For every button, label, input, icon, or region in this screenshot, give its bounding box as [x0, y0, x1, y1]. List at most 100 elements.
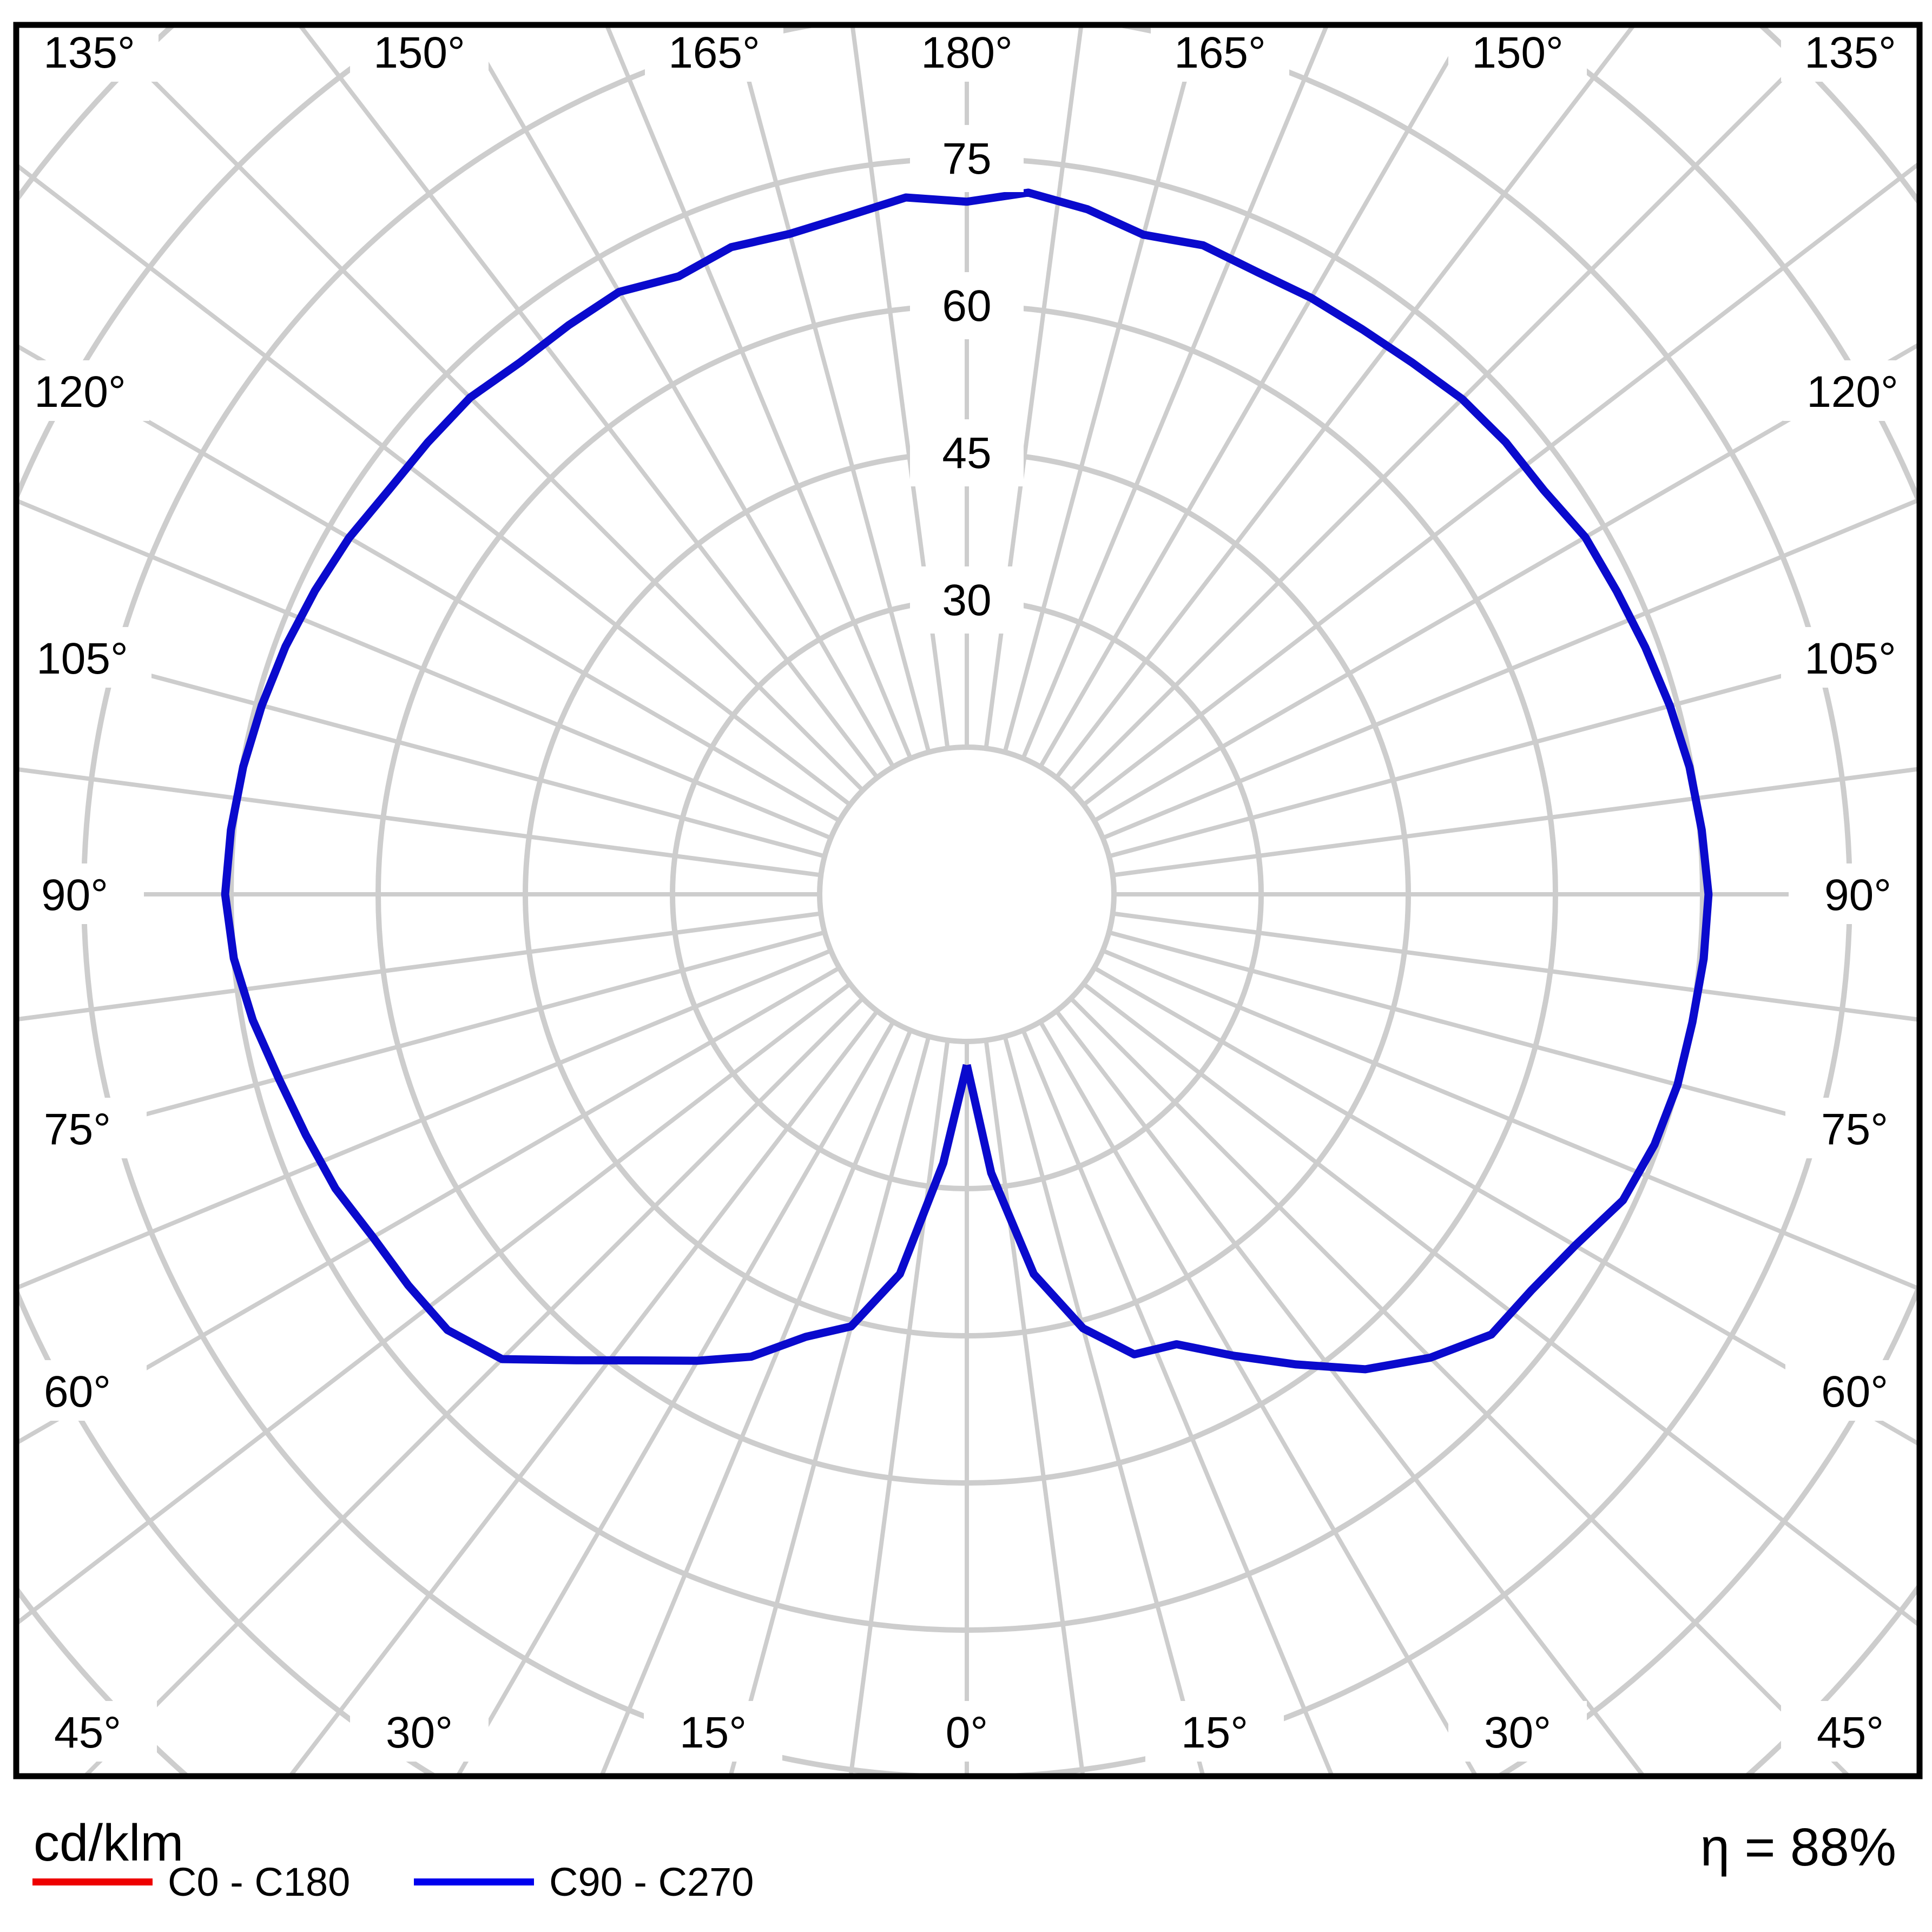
c90-c270-line-swatch: [414, 1878, 534, 1885]
radial-tick-60: 60: [942, 281, 991, 331]
angle-label-bg-75: [1785, 1098, 1924, 1158]
plot-border: [13, 22, 1923, 1779]
angle-gridline-22.5: [1021, 1029, 1335, 1776]
curve-C90-C270: [221, 188, 1713, 1374]
angle-label-bg-105: [1781, 627, 1920, 688]
angle-label-90: 90°: [1824, 871, 1891, 920]
angle-gridline-337.5: [599, 1029, 913, 1776]
angle-label-bg-120: [11, 360, 149, 421]
angle-label-bg-15: [1145, 1701, 1284, 1762]
angle-label-90: 90°: [41, 871, 108, 920]
legend-label-c0-c180: C0 - C180: [168, 1859, 351, 1904]
angle-label-bg-90: [5, 863, 144, 924]
angle-gridline-300: [16, 966, 841, 1446]
angle-gridline-285: [16, 930, 826, 1151]
angle-label-60: 60°: [44, 1367, 111, 1416]
angle-gridline-210: [462, 25, 895, 768]
angle-gridline-150: [1038, 25, 1472, 768]
angle-gridline-30: [1038, 1020, 1479, 1776]
angle-gridline-112.5: [1102, 497, 1920, 840]
angle-label-bg-120: [1783, 360, 1922, 421]
radial-tick-75: 75: [942, 134, 991, 183]
angle-gridline-75: [1108, 930, 1920, 1152]
angle-gridline-232.5: [16, 162, 852, 807]
angle-gridline-165: [1003, 25, 1202, 753]
angle-label-180: 180°: [921, 28, 1013, 77]
angle-gridline-247.5: [16, 498, 832, 840]
angle-label-135: 135°: [43, 28, 135, 77]
angle-label-bg-15: [644, 1701, 782, 1762]
radial-tick-bg-60: [910, 272, 1024, 340]
angle-label-bg-45: [1781, 1701, 1920, 1762]
angle-label-30: 30°: [386, 1708, 453, 1757]
curves: [221, 188, 1713, 1374]
angle-label-120: 120°: [1806, 367, 1898, 417]
angle-labels: 135° 150° 165° 180° 165° 150° 135° 120° 105° 90° 7…: [5, 21, 1927, 1762]
angle-label-45: 45°: [1817, 1708, 1884, 1757]
angle-gridline-262.5: [16, 767, 821, 878]
angle-gridline-60: [1093, 966, 1920, 1447]
angle-label-15: 15°: [680, 1708, 747, 1757]
angle-gridline-67.5: [1102, 948, 1920, 1291]
angle-gridline-52.5: [1082, 982, 1920, 1628]
angle-gridline-322.5: [287, 1010, 879, 1776]
angle-label-bg-90: [1789, 863, 1927, 924]
angle-gridline-142.5: [1054, 25, 1637, 779]
angle-label-105: 105°: [36, 634, 128, 683]
angle-label-30: 30°: [1484, 1708, 1551, 1757]
angle-gridline-127.5: [1082, 160, 1920, 807]
angle-label-165: 165°: [1174, 28, 1266, 77]
legend-item-c0-c180: C0 - C180: [32, 1849, 350, 1914]
angle-label-150: 150°: [1472, 28, 1564, 77]
angle-label-bg-60: [1785, 1360, 1924, 1421]
angle-label-75: 75°: [1821, 1105, 1888, 1154]
angle-gridline-120: [1093, 341, 1920, 823]
angle-gridline-330: [455, 1020, 895, 1776]
angle-gridline-15: [1003, 1036, 1205, 1776]
angle-label-bg-45: [18, 1701, 157, 1762]
angle-gridline-157.5: [1021, 25, 1329, 760]
angle-label-0: 0°: [946, 1708, 988, 1757]
angle-label-bg-150: [1448, 21, 1587, 82]
radial-gridline-15: [817, 744, 1117, 1044]
legend-label-c90-c270: C90 - C270: [549, 1859, 754, 1904]
angle-label-15: 15°: [1181, 1708, 1248, 1757]
angle-label-45: 45°: [54, 1708, 121, 1757]
radial-tick-45: 45: [942, 428, 991, 478]
angle-label-bg-165: [1151, 21, 1289, 82]
angle-label-bg-105: [13, 627, 151, 688]
angle-gridline-292.5: [16, 948, 832, 1291]
angle-gridline-97.5: [1112, 767, 1920, 878]
angle-label-150: 150°: [373, 28, 465, 77]
angle-label-bg-0: [898, 1701, 1036, 1762]
angle-gridline-37.5: [1054, 1010, 1646, 1776]
angle-label-135: 135°: [1804, 28, 1896, 77]
angle-label-bg-75: [8, 1098, 147, 1158]
angle-label-120: 120°: [34, 367, 126, 417]
angle-gridline-277.5: [16, 911, 821, 1022]
angle-label-bg-60: [8, 1360, 147, 1421]
angle-gridline-187.5: [850, 25, 950, 749]
c0-c180-line-swatch: [32, 1878, 153, 1885]
angle-label-bg-180: [898, 21, 1036, 82]
angle-label-bg-135: [1781, 21, 1920, 82]
angle-label-60: 60°: [1821, 1367, 1888, 1416]
angle-gridline-82.5: [1112, 911, 1920, 1022]
angle-label-75: 75°: [44, 1105, 111, 1154]
legend: C0 - C180 C90 - C270: [32, 1849, 1899, 1914]
radial-tick-bg-30: [910, 566, 1024, 634]
radial-tick-30: 30: [942, 576, 991, 625]
angle-gridline-352.5: [848, 1040, 950, 1776]
angle-gridline-255: [16, 637, 826, 859]
angle-label-165: 165°: [668, 28, 760, 77]
angle-label-105: 105°: [1804, 634, 1896, 683]
legend-item-c90-c270: C90 - C270: [414, 1849, 754, 1914]
angle-gridline-345: [728, 1036, 931, 1776]
angle-gridline-202.5: [604, 25, 913, 760]
radial-tick-labels: 30 45 60 75: [910, 125, 1024, 634]
angle-label-bg-135: [20, 21, 159, 82]
angle-label-bg-30: [1448, 1701, 1587, 1762]
